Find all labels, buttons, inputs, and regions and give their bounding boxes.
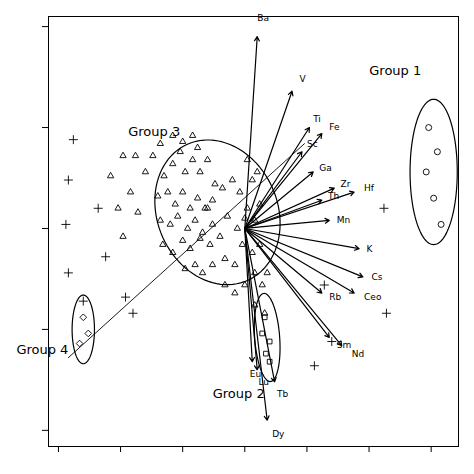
svg-text:Dy: Dy xyxy=(272,429,285,439)
svg-text:Ceo: Ceo xyxy=(364,292,382,302)
svg-text:Nd: Nd xyxy=(352,349,364,359)
svg-text:Zr: Zr xyxy=(340,179,350,189)
svg-text:K: K xyxy=(367,244,374,254)
svg-text:Group 1: Group 1 xyxy=(369,63,421,78)
svg-text:Mn: Mn xyxy=(337,215,350,225)
svg-text:Hf: Hf xyxy=(364,183,375,193)
svg-text:Cs: Cs xyxy=(372,272,383,282)
svg-text:Ba: Ba xyxy=(257,13,269,23)
svg-text:Sm: Sm xyxy=(337,340,351,350)
svg-text:V: V xyxy=(299,74,306,84)
svg-text:Fe: Fe xyxy=(329,122,340,132)
svg-text:Group 4: Group 4 xyxy=(16,342,68,357)
svg-text:Th: Th xyxy=(327,191,339,201)
svg-text:Tb: Tb xyxy=(276,389,288,399)
svg-text:Eu: Eu xyxy=(250,369,261,379)
svg-text:Sc: Sc xyxy=(307,139,318,149)
svg-text:Ti: Ti xyxy=(312,114,321,124)
svg-text:Ga: Ga xyxy=(319,163,332,173)
svg-text:Rb: Rb xyxy=(329,292,341,302)
svg-text:Lu: Lu xyxy=(258,376,269,387)
svg-text:Group 2: Group 2 xyxy=(213,386,265,401)
svg-text:Group 3: Group 3 xyxy=(128,124,180,139)
